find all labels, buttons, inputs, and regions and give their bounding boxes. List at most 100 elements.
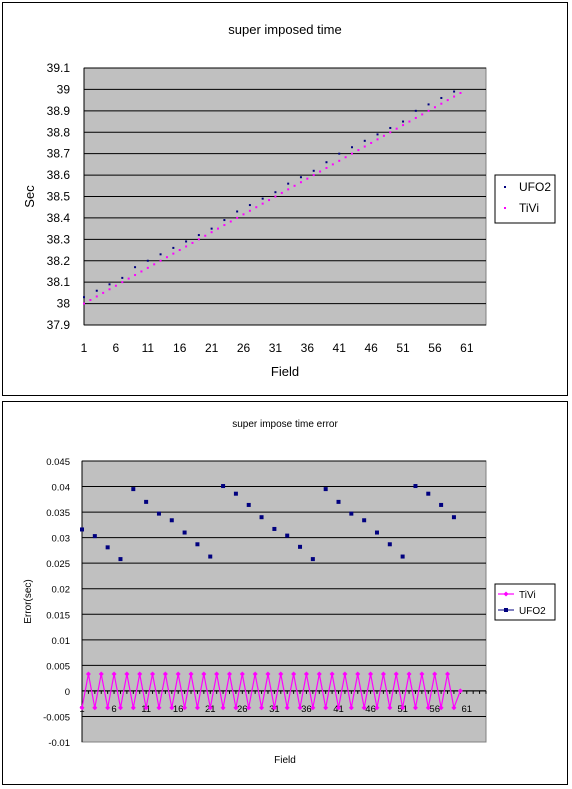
x-tick-label: 21 bbox=[205, 341, 219, 355]
data-point bbox=[329, 671, 335, 677]
data-point bbox=[248, 204, 251, 207]
data-point bbox=[395, 127, 398, 130]
data-point bbox=[425, 705, 431, 711]
data-point bbox=[182, 705, 188, 711]
data-point bbox=[413, 484, 418, 489]
data-point bbox=[293, 184, 296, 187]
data-point bbox=[92, 534, 97, 539]
data-point bbox=[105, 705, 111, 711]
data-point bbox=[387, 542, 392, 547]
data-point bbox=[121, 281, 124, 284]
data-point bbox=[298, 544, 303, 549]
x-tick-label: 36 bbox=[301, 704, 312, 715]
data-point bbox=[433, 106, 436, 109]
data-point bbox=[248, 209, 251, 212]
series-ufo2 bbox=[80, 484, 456, 562]
y-tick-label: 0.045 bbox=[46, 457, 70, 468]
data-point bbox=[287, 188, 290, 191]
data-point bbox=[182, 530, 187, 535]
y-tick-label: 38 bbox=[57, 297, 71, 311]
x-tick-label: 56 bbox=[428, 341, 442, 355]
data-point bbox=[121, 276, 124, 279]
x-tick-label: 61 bbox=[461, 704, 472, 715]
data-point bbox=[214, 671, 220, 677]
legend-swatch bbox=[504, 207, 506, 209]
y-tick-label: 0.035 bbox=[46, 508, 70, 519]
data-point bbox=[159, 259, 162, 262]
data-point bbox=[201, 671, 207, 677]
data-point bbox=[226, 671, 232, 677]
y-tick-label: 39 bbox=[57, 82, 71, 96]
data-point bbox=[162, 671, 168, 677]
data-point bbox=[169, 518, 174, 523]
data-point bbox=[236, 210, 239, 213]
data-point bbox=[451, 705, 457, 711]
data-point bbox=[297, 705, 303, 711]
data-point bbox=[323, 705, 329, 711]
data-point bbox=[208, 554, 213, 559]
data-point bbox=[380, 671, 386, 677]
data-point bbox=[80, 527, 84, 532]
y-tick-label: 0.005 bbox=[46, 661, 70, 672]
data-point bbox=[426, 491, 431, 496]
chart-1: 37.9 38 38.1 38.2 38.3 38.4 38.5 38.6 38.7 38.8 38… bbox=[22, 22, 556, 379]
y-tick-label: 38.4 bbox=[47, 211, 71, 225]
data-point bbox=[259, 515, 264, 520]
data-point bbox=[408, 120, 411, 123]
x-tick-label: 46 bbox=[365, 704, 376, 715]
data-point bbox=[175, 671, 181, 677]
chart-2: -0.01 -0.005 0 0.005 0.01 0.015 0.02 0.025 0.03 0… bbox=[23, 419, 556, 766]
data-point bbox=[400, 705, 406, 711]
data-point bbox=[255, 206, 258, 209]
data-point bbox=[85, 671, 91, 677]
data-point bbox=[400, 554, 405, 559]
data-point bbox=[453, 95, 456, 98]
legend-label: UFO2 bbox=[519, 180, 551, 194]
legend-swatch bbox=[504, 186, 506, 188]
data-point bbox=[274, 191, 277, 194]
data-point bbox=[414, 116, 417, 119]
legend-swatch bbox=[503, 591, 509, 597]
series-ufo2 bbox=[83, 90, 456, 299]
data-point bbox=[134, 266, 137, 269]
data-point bbox=[349, 511, 354, 516]
legend-label: TiVi bbox=[519, 201, 539, 215]
data-point bbox=[210, 227, 213, 230]
data-point bbox=[259, 705, 265, 711]
data-point bbox=[210, 231, 213, 234]
data-point bbox=[156, 511, 161, 516]
data-point bbox=[303, 671, 309, 677]
data-point bbox=[439, 502, 444, 507]
y-tick-label: 39.1 bbox=[47, 61, 71, 75]
data-point bbox=[124, 671, 130, 677]
legend: TiVi UFO2 bbox=[494, 583, 556, 621]
data-point bbox=[323, 487, 328, 492]
data-point bbox=[98, 671, 104, 677]
data-point bbox=[131, 487, 136, 492]
data-point bbox=[233, 491, 238, 496]
data-point bbox=[204, 234, 207, 237]
data-point bbox=[108, 288, 111, 291]
data-point bbox=[111, 671, 117, 677]
data-point bbox=[95, 289, 98, 292]
data-point bbox=[223, 224, 226, 227]
data-point bbox=[419, 671, 425, 677]
data-point bbox=[374, 705, 380, 711]
data-point bbox=[312, 169, 315, 172]
data-point bbox=[357, 149, 360, 152]
data-point bbox=[252, 671, 258, 677]
x-tick-label: 61 bbox=[460, 341, 474, 355]
data-point bbox=[370, 141, 373, 144]
data-point bbox=[236, 216, 239, 219]
y-tick-label: 37.9 bbox=[47, 318, 71, 332]
y-tick-label: 0.025 bbox=[46, 559, 70, 570]
data-point bbox=[79, 705, 85, 711]
data-point bbox=[457, 688, 463, 694]
data-point bbox=[406, 671, 412, 677]
series-line bbox=[81, 673, 461, 711]
data-point bbox=[172, 252, 175, 255]
data-point bbox=[287, 182, 290, 185]
data-point bbox=[105, 545, 110, 550]
y-tick-label: 0.015 bbox=[46, 610, 70, 621]
